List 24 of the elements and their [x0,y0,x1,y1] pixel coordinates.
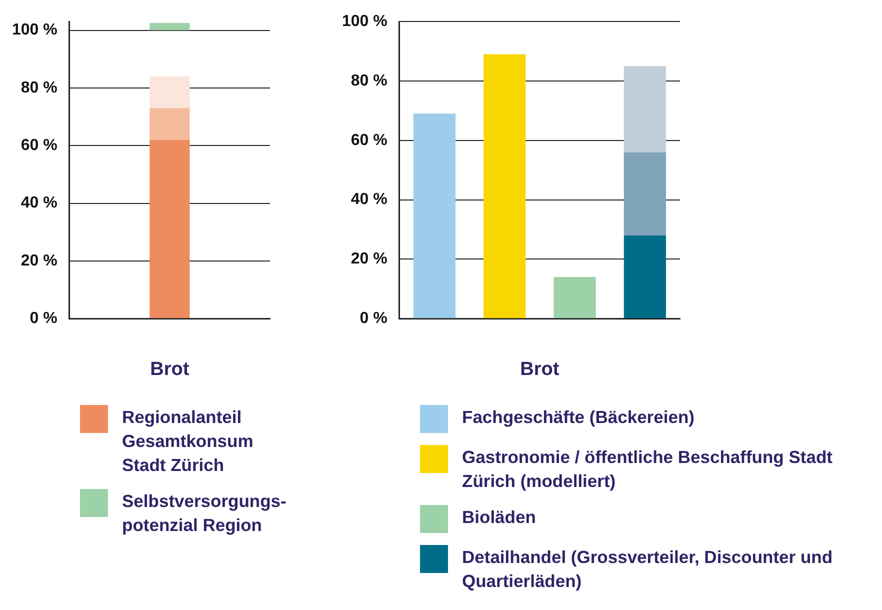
y-tick-label: 100 % [342,13,388,30]
bar [150,108,190,140]
x-axis-title: Brot [150,358,190,380]
bar [150,140,190,318]
y-tick-label: 60 % [350,132,388,149]
bar [150,23,190,30]
legend-label: Bioläden [462,506,536,529]
legend-label: Regionalanteil Gesamtkonsum Stadt Zürich [122,406,254,477]
legend-label: Detailhandel (Grossverteiler, Discounter und Quartierläden) [462,546,834,593]
y-tick-label: 0 % [360,310,388,328]
legend-label: Fachgeschäfte (Bäckereien) [462,406,694,429]
legend-label: Gastronomie / öffentliche Beschaffung Stadt Zürich (modelliert) [462,446,834,493]
y-tick-label: 80 % [20,79,58,96]
y-tick-label: 60 % [20,136,58,154]
y-tick-label: 80 % [350,72,388,90]
y-tick-label: 40 % [20,194,58,212]
x-axis-title: Brot [520,358,560,380]
y-tick-label: 100 % [12,22,58,39]
y-tick-label: 20 % [20,252,58,270]
bar [150,76,190,108]
y-tick-label: 40 % [350,191,388,208]
y-tick-label: 20 % [350,250,388,268]
legend-label: Selbstversorgungs-potenzial Region [122,490,286,537]
y-tick-label: 0 % [30,310,58,328]
